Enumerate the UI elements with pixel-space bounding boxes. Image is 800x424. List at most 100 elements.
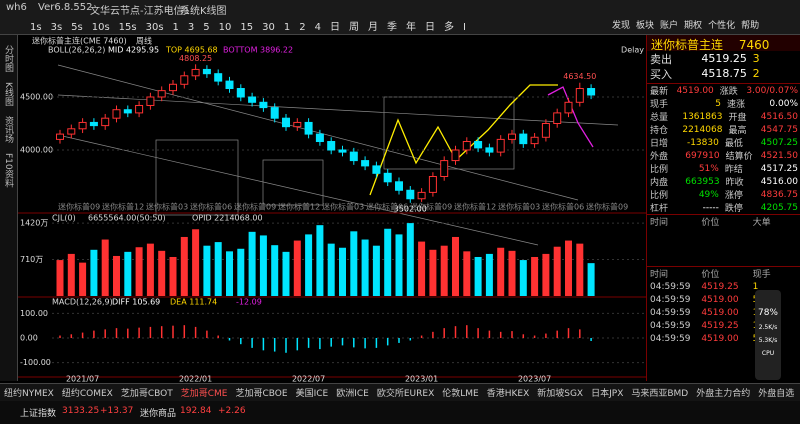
volume-bar — [474, 256, 482, 296]
candle-body — [553, 112, 562, 124]
exchange-tab[interactable]: 香港HKEX — [486, 389, 530, 399]
volume-bar — [508, 250, 516, 296]
widget-text: 2.5K/s — [758, 324, 778, 331]
stat-label: 开盘 — [728, 113, 747, 123]
stat-label: 最低 — [724, 139, 743, 149]
exchange-tab[interactable]: 纽约NYMEX — [4, 389, 54, 399]
exchange-tab[interactable]: 芝加哥CBOE — [235, 389, 288, 399]
trades-header: 时间 价位 现手 — [647, 266, 800, 280]
menu-item[interactable]: 发现 — [612, 21, 631, 31]
stat-value: -13830 — [686, 137, 719, 148]
period-button[interactable]: 5 — [203, 22, 210, 33]
monitor-widget: 78% 2.5K/s 5.3K/s CPU — [755, 290, 781, 380]
period-button[interactable]: 日 — [330, 22, 340, 33]
menu-item[interactable]: 板块 — [636, 21, 655, 31]
trade-cell: 4519.00 — [701, 333, 739, 344]
period-button[interactable]: 1 — [283, 22, 291, 33]
side-tab[interactable]: 分时图 — [3, 45, 13, 72]
period-button[interactable]: 年 — [406, 22, 416, 33]
x-tick-label: 2023/01 — [405, 375, 438, 383]
price-annotation: 4634.50 — [563, 72, 596, 81]
candle-body — [78, 121, 87, 130]
candle-body — [496, 138, 505, 153]
exchange-tab[interactable]: 欧交所EUREX — [376, 389, 435, 399]
candle-body — [541, 122, 550, 138]
candle-body — [587, 88, 596, 96]
candle-body — [146, 96, 155, 106]
side-tab[interactable]: 资讯场 — [3, 115, 13, 143]
menu-item[interactable]: 期权 — [684, 21, 703, 31]
candle-body — [372, 165, 381, 174]
candle-body — [395, 181, 403, 191]
side-tab[interactable]: F10资料 — [3, 152, 13, 188]
side-tab[interactable]: K线图 — [3, 82, 13, 106]
menu-item[interactable]: 账户 — [660, 21, 679, 31]
trade-cell: 4519.25 — [701, 281, 739, 292]
menu-item[interactable]: 帮助 — [741, 21, 760, 31]
trade-cell: 04:59:59 — [650, 333, 691, 344]
period-button[interactable]: 1 — [172, 22, 179, 33]
candle-body — [112, 109, 121, 119]
exchange-tab[interactable]: 伦敦LME — [442, 389, 479, 399]
candle-body — [191, 68, 200, 77]
exchange-tab[interactable]: 美国ICE — [295, 389, 329, 399]
volume-bar — [406, 223, 414, 296]
x-tick-label: 2022/07 — [292, 375, 325, 383]
period-button[interactable]: 30s — [145, 22, 164, 33]
volume-bar — [192, 229, 200, 296]
period-button[interactable]: 10s — [91, 22, 110, 33]
stat-label: 杠杆 — [650, 204, 669, 214]
period-button[interactable]: 10 — [218, 22, 232, 33]
contract-label: 迷你标普12 — [102, 202, 144, 212]
exchange-tab[interactable]: 纽约COMEX — [61, 389, 113, 399]
exchange-tab[interactable]: 马来西亚BMD — [631, 389, 689, 399]
candle-body — [157, 90, 166, 98]
volume-bar — [576, 243, 584, 296]
trade-cell: 4519.25 — [701, 320, 739, 331]
period-button[interactable]: 多 — [444, 22, 454, 33]
volume-bar — [214, 242, 222, 296]
stats: 最新 4519.00 涨跌 3.00/0.07% 现手 5 速涨 0.00% 总量 1361863… — [647, 83, 800, 214]
exchange-tab[interactable]: 芝加哥CBOT — [120, 389, 173, 399]
period-button[interactable]: 2 — [299, 22, 306, 33]
exchange-tab[interactable]: 新加坡SGX — [537, 389, 584, 399]
stat-value: 4516.00 — [760, 176, 799, 187]
app: wh6 — [6, 2, 27, 13]
period-button[interactable]: 15 — [240, 22, 254, 33]
exchange-tab[interactable]: 欧洲ICE — [336, 389, 369, 399]
period-bar: 1s 3s 5s 10s 15s 30s 1 3 5 10 15 30 1 2 4 日周月季年日多 I — [30, 18, 475, 33]
period-button[interactable]: I — [463, 22, 466, 33]
period-button[interactable]: 3s — [50, 22, 63, 33]
exchange-tab[interactable]: 外盘主力合约 — [696, 389, 751, 399]
stat-value: 4517.25 — [760, 163, 798, 174]
period-button[interactable]: 1s — [30, 22, 42, 33]
exchange-tab[interactable]: 日本JPX — [591, 389, 624, 399]
exchange-tab[interactable]: 芝加哥CME — [180, 389, 228, 399]
period-button[interactable]: 月 — [368, 22, 378, 33]
period-button[interactable]: 4 — [314, 22, 321, 33]
sidebar: 分时图 K线图资讯场 F10资料 — [0, 35, 18, 381]
volume-bar — [452, 236, 459, 296]
y-tick-label: 4500.00 — [20, 92, 53, 101]
volume-bar — [361, 239, 369, 296]
header-cell: 时间 — [650, 270, 669, 280]
period-button[interactable]: 3 — [187, 22, 195, 33]
chart-bg — [18, 35, 646, 382]
mode[interactable]: 系统K线图 — [180, 6, 227, 17]
candle-body — [180, 75, 189, 85]
period-button[interactable]: 15s — [118, 22, 137, 33]
stat-row: 日增 -13830 最低 4507.25 — [647, 136, 800, 150]
candle-body — [248, 96, 257, 103]
volume-bar — [463, 251, 471, 296]
menu-item[interactable]: 个性化 — [708, 21, 736, 31]
period-button[interactable]: 周 — [349, 22, 359, 33]
period-button[interactable]: 季 — [387, 22, 397, 33]
volume-bar — [158, 250, 166, 296]
period-button[interactable]: 日 — [425, 22, 435, 33]
stat-row: 现手 5 速涨 0.00% — [647, 97, 800, 111]
volume-bar — [67, 253, 75, 296]
exchange-tab[interactable]: 外盘自选 — [758, 389, 795, 399]
period-button[interactable]: 5s — [71, 22, 83, 33]
period-button[interactable]: 30 — [262, 22, 275, 33]
